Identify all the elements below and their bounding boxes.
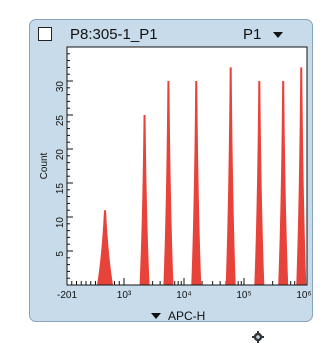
xtick-1e3: 10³ [117, 290, 132, 301]
histogram-peak [139, 115, 150, 285]
gear-icon[interactable] [252, 331, 264, 343]
ytick-25: 25 [55, 115, 66, 127]
chevron-down-icon[interactable] [151, 313, 161, 319]
xtick-1e6: 10⁶ [296, 290, 311, 301]
plot-title: P8:305-1_P1 [70, 26, 158, 43]
ytick-10: 10 [55, 217, 66, 229]
xtick-1e4: 10⁴ [176, 290, 191, 301]
checkbox-icon[interactable] [38, 27, 52, 41]
xtick-minus201: -201 [57, 290, 77, 301]
histogram-peak [163, 81, 174, 285]
ytick-20: 20 [55, 149, 66, 161]
histogram-peak [296, 67, 307, 286]
chevron-down-icon[interactable] [273, 32, 283, 38]
histogram-peak [225, 67, 236, 286]
y-axis-label: Count [39, 152, 50, 179]
histogram-peak [97, 210, 114, 285]
histogram-chart: 30 25 20 15 10 5 Count -201 10³ 10⁴ 10⁵ … [39, 46, 312, 301]
gate-dropdown[interactable]: P1 [243, 26, 262, 43]
histogram-panel: P8:305-1_P1 P1 30 25 20 15 10 5 Count -2… [29, 19, 313, 343]
histogram-peak [191, 81, 202, 285]
histogram-peak [254, 81, 265, 285]
histogram-peaks [97, 67, 307, 286]
ytick-5: 5 [55, 251, 66, 257]
plot-frame [66, 46, 308, 286]
x-axis-parameter[interactable]: APC-H [168, 309, 206, 323]
ytick-15: 15 [55, 183, 66, 195]
ytick-30: 30 [55, 81, 66, 93]
panel-header: P8:305-1_P1 P1 [30, 20, 312, 44]
histogram-peak [278, 81, 289, 285]
xtick-1e5: 10⁵ [236, 290, 251, 301]
